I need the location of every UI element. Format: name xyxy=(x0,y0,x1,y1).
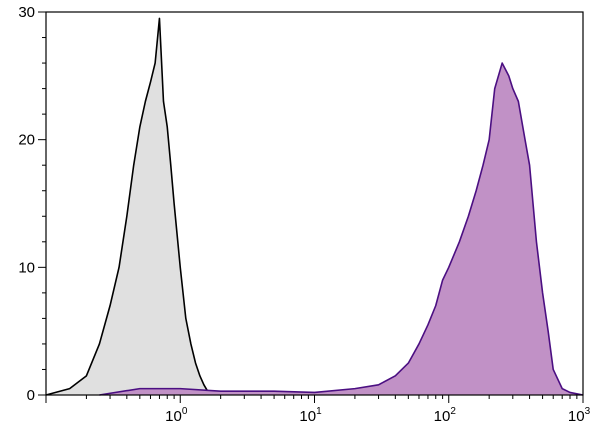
plot-area xyxy=(45,17,584,396)
histogram-2-outline xyxy=(99,62,584,396)
axes xyxy=(38,11,584,403)
y-tick-label: 0 xyxy=(27,387,35,404)
x-tick-label: 100 xyxy=(165,406,188,425)
y-tick-label: 20 xyxy=(18,132,35,149)
y-tick-label: 10 xyxy=(18,259,35,276)
x-tick-label: 103 xyxy=(568,406,591,425)
y-tick-label: 30 xyxy=(18,4,35,21)
histogram-1-outline xyxy=(45,17,221,396)
x-tick-label: 102 xyxy=(434,406,457,425)
histogram-2-fill xyxy=(99,63,584,395)
x-tick-label: 101 xyxy=(299,406,322,425)
tick-labels: 0 10 20 30 100 101 102 103 xyxy=(18,4,590,425)
histogram-1-fill xyxy=(46,18,221,395)
